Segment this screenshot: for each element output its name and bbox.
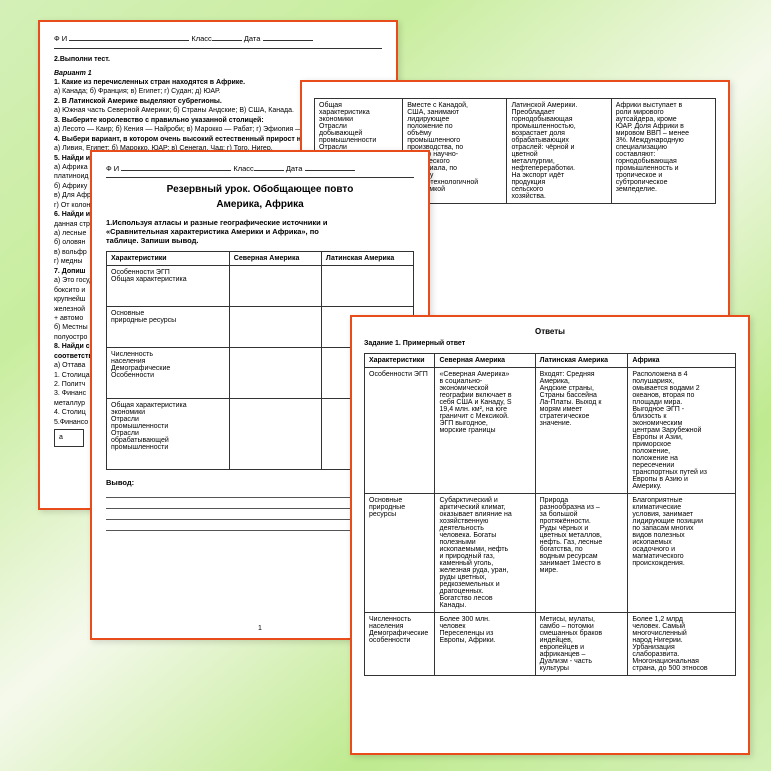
- cell: Латинской Америки.Преобладает горнодобыв…: [507, 99, 611, 204]
- cell: Более 1,2 млрд человек. Самый многочисле…: [628, 613, 736, 676]
- row-label: Общая характеристика экономики Отрасли п…: [107, 399, 230, 470]
- task-intro3: таблице. Запиши вывод.: [106, 236, 414, 245]
- row-label: Особенности ЭГП Общая характеристика: [107, 266, 230, 307]
- row-label: Основные природные ресурсы: [107, 307, 230, 348]
- col-1: Северная Америка: [229, 252, 321, 266]
- row-label: Численность населения Демографические Ос…: [107, 348, 230, 399]
- cell: Входят: Средняя Америка, Андские страны,…: [535, 368, 628, 494]
- lesson-title-2: Америка, Африка: [106, 199, 414, 210]
- col-3: Африка: [628, 354, 736, 368]
- col-2: Латинская Америка: [321, 252, 413, 266]
- cell: Африки выступает в роли мирового аутсайд…: [611, 99, 715, 204]
- cell: [229, 266, 321, 307]
- header-line: Ф И Класс Дата: [54, 34, 382, 44]
- cell: Природа разнообразна из – за большой про…: [535, 494, 628, 613]
- cell: «Северная Америка» в социально- экономич…: [435, 368, 535, 494]
- worksheet-page-4: Ответы Задание 1. Примерный ответ Характ…: [350, 315, 750, 755]
- cell: Расположена в 4 полушариях, омывается во…: [628, 368, 736, 494]
- cell: Численность населения Демографические ос…: [365, 613, 435, 676]
- task-intro2: «Сравнительная характеристика Америки и …: [106, 227, 414, 236]
- cell-a: а: [55, 430, 84, 446]
- cell: Основные природные ресурсы: [365, 494, 435, 613]
- cell: Метисы, мулаты, самбо – потомки смешанны…: [535, 613, 628, 676]
- lesson-title-1: Резервный урок. Обобщающее повто: [106, 184, 414, 195]
- cell: [229, 399, 321, 470]
- col-2: Латинская Америка: [535, 354, 628, 368]
- cell: Особенности ЭГП: [365, 368, 435, 494]
- header-line: Ф И Класс Дата: [106, 164, 414, 173]
- answers-table: Характеристики Северная Америка Латинска…: [364, 353, 736, 676]
- c: Преобладает горнодобывающая промышленнос…: [511, 109, 575, 200]
- answer-grid: а: [54, 429, 84, 446]
- task-intro: 1.Используя атласы и разные географическ…: [106, 218, 414, 227]
- cell: [229, 348, 321, 399]
- cell: Благоприятные климатические условия, зан…: [628, 494, 736, 613]
- col-1: Северная Америка: [435, 354, 535, 368]
- col-0: Характеристики: [365, 354, 435, 368]
- variant-label: Вариант 1: [54, 69, 382, 78]
- cell: Субарктический и арктический климат, ока…: [435, 494, 535, 613]
- col-0: Характеристики: [107, 252, 230, 266]
- cell: Более 300 млн. человек Переселенцы из Ев…: [435, 613, 535, 676]
- cell: [229, 307, 321, 348]
- task1-label: Задание 1. Примерный ответ: [364, 340, 736, 347]
- hdr: Латинской Америки.: [511, 102, 577, 109]
- cell: [321, 266, 413, 307]
- answers-title: Ответы: [364, 327, 736, 336]
- section-title: 2.Выполни тест.: [54, 55, 382, 64]
